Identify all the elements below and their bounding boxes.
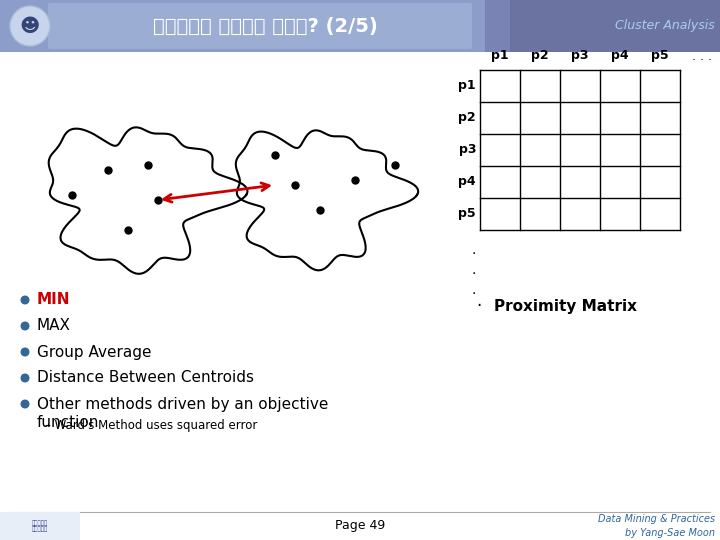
Bar [500, 0, 720, 52]
Text: Cluster Analysis: Cluster Analysis [616, 19, 715, 32]
Circle shape [10, 6, 50, 46]
Text: Data Mining & Practices
by Yang-Sae Moon: Data Mining & Practices by Yang-Sae Moon [598, 514, 715, 538]
Text: p3: p3 [459, 144, 476, 157]
Circle shape [20, 295, 30, 305]
Circle shape [20, 400, 30, 408]
Text: Other methods driven by an objective: Other methods driven by an objective [37, 396, 328, 411]
Text: p1: p1 [491, 50, 509, 63]
Text: . . .: . . . [692, 50, 712, 63]
Text: .: . [472, 263, 476, 277]
Bar [0, 512, 80, 540]
Bar [0, 0, 500, 52]
FancyBboxPatch shape [48, 3, 472, 49]
Text: p4: p4 [459, 176, 476, 188]
Circle shape [20, 374, 30, 382]
Text: .: . [472, 243, 476, 257]
Text: .: . [472, 283, 476, 297]
Text: – Ward's Method uses squared error: – Ward's Method uses squared error [45, 420, 257, 433]
Text: Proximity Matrix: Proximity Matrix [494, 299, 637, 314]
Text: 클러스터간 유사도의 정의는? (2/5): 클러스터간 유사도의 정의는? (2/5) [153, 17, 377, 36]
Text: Group Average: Group Average [37, 345, 151, 360]
Text: ☻: ☻ [20, 17, 40, 36]
Text: p5: p5 [459, 207, 476, 220]
Text: 강원대학교
컴퓨터대학: 강원대학교 컴퓨터대학 [32, 520, 48, 532]
Text: MAX: MAX [37, 319, 71, 334]
Text: p1: p1 [459, 79, 476, 92]
Circle shape [20, 321, 30, 330]
Text: ·: · [477, 297, 482, 315]
Text: p5: p5 [651, 50, 669, 63]
Text: p2: p2 [459, 111, 476, 125]
Text: p2: p2 [531, 50, 549, 63]
Text: function: function [37, 415, 99, 430]
Circle shape [20, 348, 30, 356]
Text: p4: p4 [611, 50, 629, 63]
Text: Page 49: Page 49 [335, 519, 385, 532]
Text: p3: p3 [571, 50, 589, 63]
Text: Distance Between Centroids: Distance Between Centroids [37, 370, 254, 386]
Polygon shape [485, 0, 510, 52]
Text: MIN: MIN [37, 293, 71, 307]
